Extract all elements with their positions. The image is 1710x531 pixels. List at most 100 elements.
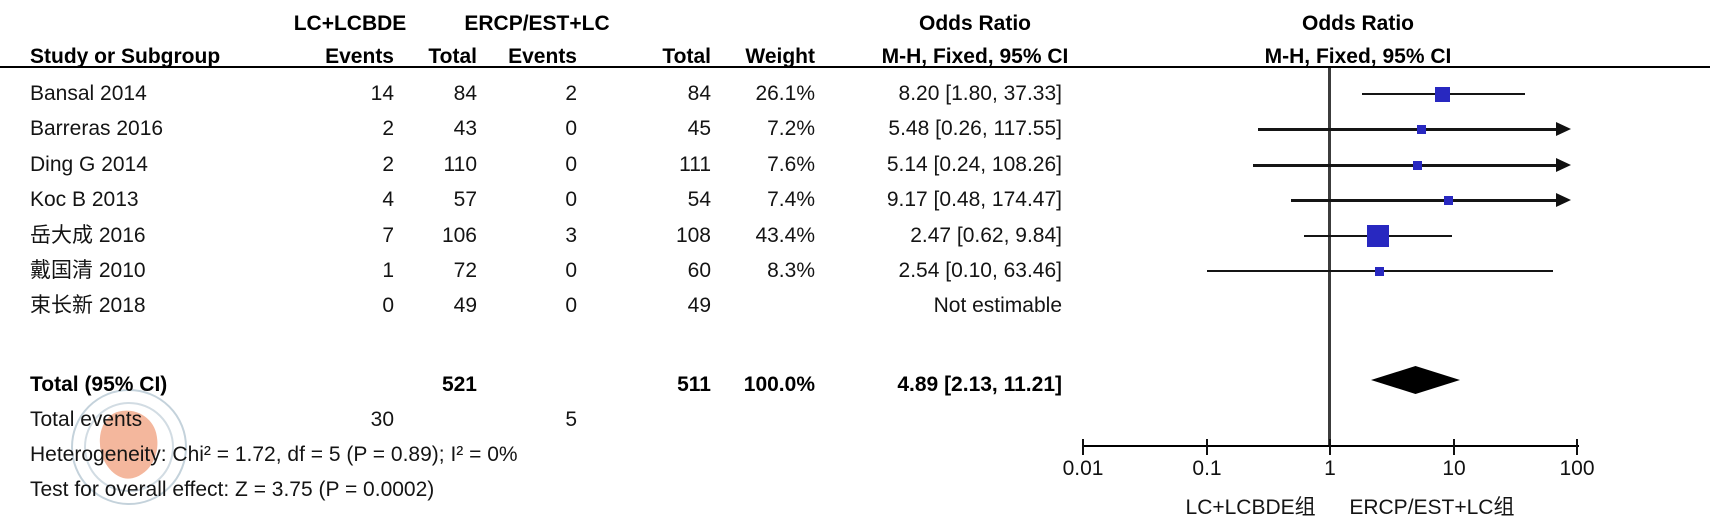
- cell-weight_label: 7.4%: [767, 188, 815, 211]
- group2-header: ERCP/EST+LC: [464, 12, 610, 35]
- cell-total_1: 43: [453, 117, 477, 140]
- header-rule: [0, 66, 1710, 68]
- axis-tick-label: 1: [1324, 457, 1336, 480]
- odds-ratio-column-title: Odds Ratio: [918, 12, 1031, 35]
- events2-column-header: Events: [508, 45, 577, 68]
- group1-header: LC+LCBDE: [293, 12, 407, 35]
- cell-or_label: 9.17 [0.48, 174.47]: [886, 188, 1062, 211]
- cell-weight_label: 7.2%: [767, 117, 815, 140]
- cell-events_1: 1: [382, 259, 394, 282]
- study-name: Koc B 2013: [30, 188, 139, 211]
- cell-events_1: 4: [382, 188, 394, 211]
- cell-weight_label: 8.3%: [767, 259, 815, 282]
- axis-tick-label: 100: [1559, 457, 1595, 480]
- study-name: Ding G 2014: [30, 153, 148, 176]
- cell-total_1: 72: [453, 259, 477, 282]
- cell-total_2: 45: [687, 117, 711, 140]
- total1-column-header: Total: [428, 45, 477, 68]
- or-point-marker: [1444, 196, 1453, 205]
- cell-events_1: 0: [382, 294, 394, 317]
- cell-or_label: Not estimable: [933, 294, 1062, 317]
- cell-events_2: 0: [565, 153, 577, 176]
- study-name: 岳大成 2016: [30, 224, 146, 247]
- total-row-total1: 521: [441, 373, 477, 396]
- ci-arrowhead-icon: [1556, 158, 1571, 172]
- cell-events_2: 0: [565, 259, 577, 282]
- cell-total_2: 111: [679, 153, 711, 176]
- cell-total_1: 49: [453, 294, 477, 317]
- watermark-seal-outer-ring: [71, 389, 187, 505]
- method-plot-header: M-H, Fixed, 95% CI: [1264, 45, 1452, 68]
- cell-events_2: 0: [565, 188, 577, 211]
- cell-weight_label: 26.1%: [755, 82, 815, 105]
- axis-tick-label: 0.1: [1192, 457, 1222, 480]
- ci-arrowhead-icon: [1556, 193, 1571, 207]
- axis-tick: [1206, 439, 1208, 455]
- ci-line: [1258, 128, 1557, 131]
- null-effect-line: [1328, 68, 1331, 447]
- total-row-total2: 511: [677, 373, 711, 396]
- events1-column-header: Events: [325, 45, 394, 68]
- cell-total_1: 84: [453, 82, 477, 105]
- weight-column-header: Weight: [745, 45, 815, 68]
- odds-ratio-plot-title: Odds Ratio: [1301, 12, 1414, 35]
- axis-tick: [1453, 439, 1455, 455]
- or-point-marker: [1375, 267, 1384, 276]
- cell-total_1: 106: [441, 224, 477, 247]
- axis-tick: [1329, 439, 1331, 455]
- total-events-label: Total events: [30, 408, 143, 431]
- axis-tick: [1576, 439, 1578, 455]
- cell-total_1: 110: [443, 153, 477, 176]
- cell-events_2: 0: [565, 117, 577, 140]
- cell-events_1: 14: [370, 82, 394, 105]
- cell-events_2: 2: [565, 82, 577, 105]
- cell-weight_label: 43.4%: [755, 224, 815, 247]
- cell-total_2: 108: [675, 224, 711, 247]
- total-row-or: 4.89 [2.13, 11.21]: [897, 373, 1062, 396]
- or-point-marker: [1413, 161, 1422, 170]
- total-row-label: Total (95% CI): [30, 373, 168, 396]
- cell-total_1: 57: [453, 188, 477, 211]
- cell-events_1: 2: [382, 153, 394, 176]
- axis-group-labels: LC+LCBDE组 ERCP/EST+LC组: [1090, 495, 1610, 521]
- study-column-header: Study or Subgroup: [30, 45, 221, 68]
- overall-effect-note: Test for overall effect: Z = 3.75 (P = 0…: [30, 478, 435, 501]
- total-row-weight: 100.0%: [743, 373, 815, 396]
- pooled-diamond: [1371, 366, 1460, 394]
- study-name: Barreras 2016: [30, 117, 164, 140]
- study-name: 束长新 2018: [30, 294, 146, 317]
- cell-or_label: 5.14 [0.24, 108.26]: [886, 153, 1062, 176]
- cell-total_2: 54: [687, 188, 711, 211]
- cell-total_2: 84: [687, 82, 711, 105]
- cell-or_label: 8.20 [1.80, 37.33]: [898, 82, 1062, 105]
- x-axis-line: [1083, 445, 1579, 447]
- cell-total_2: 60: [687, 259, 711, 282]
- cell-events_2: 0: [565, 294, 577, 317]
- heterogeneity-note: Heterogeneity: Chi² = 1.72, df = 5 (P = …: [30, 443, 518, 466]
- total2-column-header: Total: [662, 45, 711, 68]
- cell-weight_label: 7.6%: [767, 153, 815, 176]
- cell-events_2: 3: [565, 224, 577, 247]
- axis-left-group-label: LC+LCBDE组: [1185, 496, 1316, 519]
- ci-line: [1253, 164, 1557, 167]
- or-point-marker: [1435, 87, 1450, 102]
- cell-or_label: 5.48 [0.26, 117.55]: [888, 117, 1062, 140]
- method-column-header: M-H, Fixed, 95% CI: [881, 45, 1069, 68]
- study-name: 戴国清 2010: [30, 259, 146, 282]
- cell-events_1: 7: [382, 224, 394, 247]
- total-events-2: 5: [565, 408, 577, 431]
- cell-or_label: 2.47 [0.62, 9.84]: [910, 224, 1062, 247]
- or-point-marker: [1417, 125, 1426, 134]
- total-events-1: 30: [370, 408, 394, 431]
- axis-tick-label: 0.01: [1062, 457, 1104, 480]
- or-point-marker: [1367, 225, 1389, 247]
- study-name: Bansal 2014: [30, 82, 147, 105]
- axis-tick-label: 10: [1442, 457, 1466, 480]
- cell-total_2: 49: [687, 294, 711, 317]
- axis-right-group-label: ERCP/EST+LC组: [1349, 496, 1515, 519]
- cell-events_1: 2: [382, 117, 394, 140]
- watermark-seal-inner-ring: [84, 402, 174, 492]
- cell-or_label: 2.54 [0.10, 63.46]: [898, 259, 1062, 282]
- axis-tick: [1082, 439, 1084, 455]
